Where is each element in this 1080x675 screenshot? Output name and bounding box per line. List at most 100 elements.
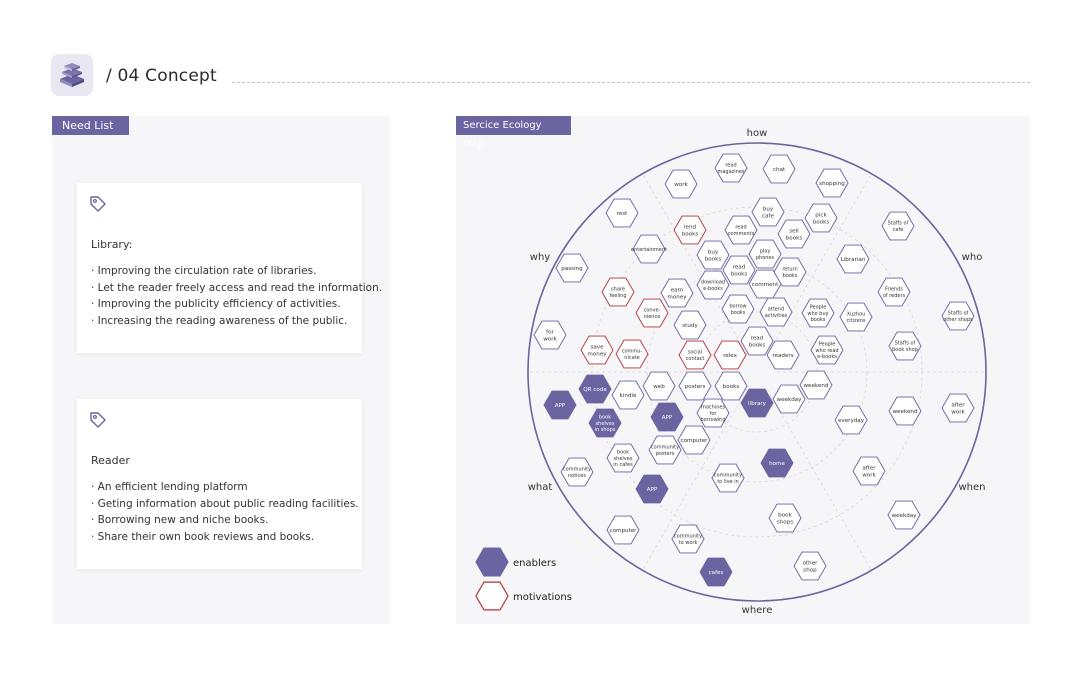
node-label: borrow books xyxy=(729,304,746,316)
ecology-node: web xyxy=(642,371,676,401)
ecology-node: pick books xyxy=(804,203,838,233)
ecology-node: cafes xyxy=(699,557,733,587)
node-label: social contact xyxy=(686,350,705,362)
page-title: / 04 Concept xyxy=(106,66,217,86)
hexagon-shape xyxy=(533,320,567,350)
node-label: readers xyxy=(772,353,793,359)
need-list-panel: Need List Library: · Improving the circu… xyxy=(52,116,390,624)
ecology-node: home xyxy=(760,448,794,478)
hexagon-shape xyxy=(852,456,886,486)
hexagon-shape xyxy=(772,384,806,414)
node-label: weekend xyxy=(892,409,917,415)
hexagon-shape xyxy=(721,294,755,324)
list-item: · Improving the circulation rate of libr… xyxy=(91,265,317,277)
sector-divider xyxy=(766,173,872,355)
ecology-node: Librarian xyxy=(836,244,870,274)
node-label: entertainment xyxy=(631,247,667,253)
ecology-node: books xyxy=(714,371,748,401)
node-label: relex xyxy=(723,353,738,359)
legend-swatch xyxy=(475,547,509,577)
hexagon-shape xyxy=(888,331,922,361)
ecology-node: work xyxy=(664,169,698,199)
node-label: book shelves in cafes xyxy=(613,450,633,468)
ecology-node: read books xyxy=(722,255,756,285)
node-label: everyday xyxy=(838,418,865,424)
outer-ring xyxy=(527,142,987,602)
hexagon-shape xyxy=(724,215,758,245)
hexagon-shape xyxy=(887,500,921,530)
node-label: read books xyxy=(749,336,766,349)
hexagon-shape xyxy=(678,340,712,370)
node-label: weekday xyxy=(777,397,803,403)
node-label: Staffs of cafe xyxy=(888,221,909,233)
node-label: attend activities xyxy=(765,307,788,319)
node-label: community notices xyxy=(563,467,591,479)
hexagon-shape xyxy=(696,270,730,300)
hexagon-shape xyxy=(650,402,684,432)
sector-label-where: where xyxy=(742,605,773,616)
ecology-node: APP xyxy=(543,390,577,420)
node-label: conve-nience xyxy=(644,308,661,320)
ecology-node: lend books xyxy=(673,215,707,245)
hexagon-shape xyxy=(677,425,711,455)
sector-label-how: how xyxy=(747,128,768,139)
ecology-node: chat xyxy=(762,154,796,184)
node-label: return books xyxy=(782,267,797,279)
ecology-node: weekday xyxy=(772,384,806,414)
hexagon-shape xyxy=(714,153,748,183)
ecology-node: share feeling xyxy=(601,277,635,307)
node-label: download e-books xyxy=(701,280,725,292)
node-label: Friends of reders xyxy=(883,287,906,299)
node-label: other shop xyxy=(803,561,819,574)
hexagon-shape xyxy=(671,524,705,554)
ecology-node: kindle xyxy=(611,380,645,410)
hexagon-shape xyxy=(834,405,868,435)
node-label: People who read e-books xyxy=(815,342,838,360)
node-label: comment xyxy=(752,282,779,288)
node-label: buy cafe xyxy=(762,207,774,220)
ecology-node: community posters xyxy=(648,435,682,465)
hexagon-shape xyxy=(941,393,975,423)
hexagon-shape xyxy=(696,240,730,270)
hexagon-shape xyxy=(605,198,639,228)
node-label: save money xyxy=(587,345,607,358)
sector-divider xyxy=(642,389,748,571)
node-label: pick books xyxy=(813,213,830,226)
ecology-node: download e-books xyxy=(696,270,730,300)
list-item: · Improving the publicity efficiency of … xyxy=(91,298,341,311)
list-item: · An efficient lending platform xyxy=(91,481,248,493)
node-label: chat xyxy=(773,167,786,173)
sector-label-when: when xyxy=(958,482,985,493)
hexagon-shape xyxy=(660,278,694,308)
ecology-node: community to work xyxy=(671,524,705,554)
need-items: · Improving the circulation rate of libr… xyxy=(91,263,382,330)
hexagon-shape xyxy=(711,463,745,493)
node-label: web xyxy=(653,384,665,390)
node-label: for work xyxy=(543,330,557,343)
node-label: passing xyxy=(561,266,583,272)
hexagon-shape xyxy=(888,396,922,426)
hexagon-shape xyxy=(678,371,712,401)
hexagon-shape xyxy=(801,298,835,328)
ecology-node: APP xyxy=(635,474,669,504)
node-label: APP xyxy=(647,487,658,493)
hexagon-shape xyxy=(635,474,669,504)
ecology-node: everyday xyxy=(834,405,868,435)
ecology-node: buy cafe xyxy=(751,197,785,227)
hexagon-shape xyxy=(635,298,669,328)
hexagon-shape xyxy=(740,388,774,418)
node-label: posters xyxy=(685,384,706,390)
ecology-map-panel: how who when where what why read magazines chat w… xyxy=(456,116,1030,624)
hexagon-shape xyxy=(615,339,649,369)
node-label: community posters xyxy=(651,445,679,457)
list-item: · Let the reader freely access and read … xyxy=(91,281,383,294)
node-label: earn money xyxy=(667,288,687,301)
ecology-node: weekend xyxy=(888,396,922,426)
hexagon-shape xyxy=(578,374,612,404)
node-label: computer xyxy=(681,438,709,444)
ecology-node: computer xyxy=(606,515,640,545)
ecology-node: weekend xyxy=(799,370,833,400)
hexagon-shape xyxy=(839,302,873,332)
ecology-node: QR code xyxy=(578,374,612,404)
ecology-node: buy books xyxy=(696,240,730,270)
